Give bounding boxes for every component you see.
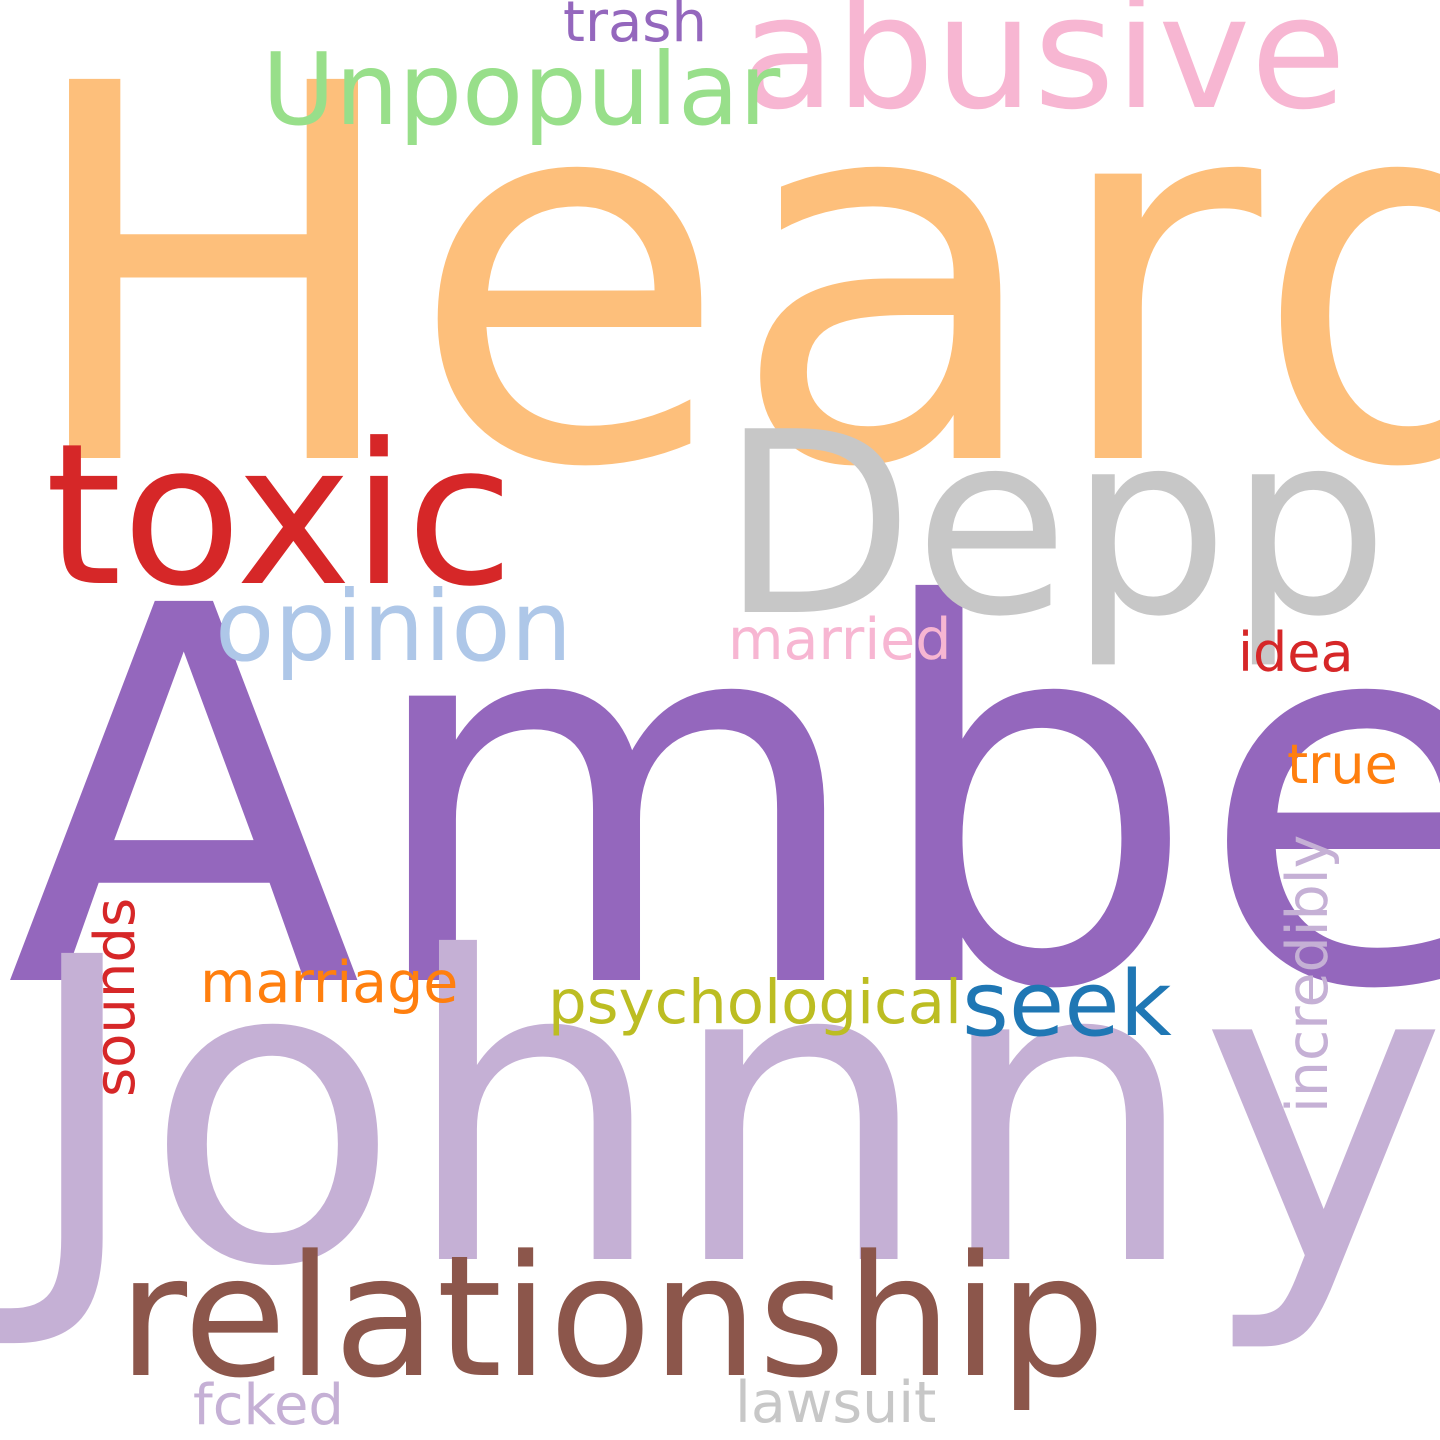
word-true: true	[1287, 733, 1398, 796]
word-psychological: psychological	[548, 967, 962, 1038]
word-depp: Depp	[720, 379, 1390, 672]
word-seek: seek	[962, 952, 1172, 1057]
word-amber: Amber	[6, 497, 1440, 1103]
word-fcked: fcked	[193, 1373, 344, 1438]
word-johnny: Johnny	[20, 870, 1440, 1359]
word-unpopular: Unpopular	[262, 31, 781, 148]
word-trash: trash	[563, 0, 707, 55]
word-incredibly: incredibly	[1275, 834, 1341, 1113]
word-marriage: marriage	[200, 950, 459, 1016]
word-heard: Heard	[18, 0, 1440, 581]
word-idea: idea	[1238, 621, 1354, 684]
word-relationship: relationship	[118, 1219, 1106, 1415]
word-sounds: sounds	[83, 897, 148, 1097]
word-toxic: toxic	[45, 402, 514, 630]
word-lawsuit: lawsuit	[735, 1370, 937, 1436]
word-opinion: opinion	[215, 570, 573, 683]
word-abusive: abusive	[740, 0, 1347, 144]
word-married: married	[728, 607, 952, 673]
